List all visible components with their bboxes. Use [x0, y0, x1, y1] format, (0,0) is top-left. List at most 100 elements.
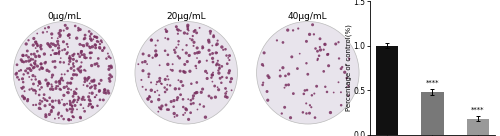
Point — [41, 62, 49, 64]
Point — [69, 54, 77, 56]
Point — [203, 72, 211, 74]
Point — [37, 63, 45, 65]
Point — [32, 43, 40, 45]
Point — [17, 69, 25, 71]
Point — [72, 73, 80, 75]
Point — [152, 83, 160, 85]
Point — [203, 60, 211, 62]
Point — [212, 44, 220, 46]
Point — [174, 55, 182, 57]
Point — [83, 57, 91, 59]
Point — [20, 61, 28, 63]
Point — [164, 38, 172, 40]
Point — [37, 44, 45, 47]
Point — [259, 82, 267, 84]
Point — [34, 45, 42, 47]
Point — [25, 60, 33, 62]
Point — [64, 88, 72, 90]
Point — [184, 33, 192, 35]
Point — [64, 51, 72, 54]
Point — [48, 100, 56, 102]
Point — [36, 68, 44, 71]
Point — [81, 81, 89, 83]
Point — [69, 101, 77, 103]
Point — [147, 81, 155, 84]
Point — [154, 98, 162, 101]
Point — [63, 103, 71, 105]
Point — [294, 27, 302, 30]
Point — [30, 53, 38, 55]
Point — [70, 58, 78, 60]
Point — [32, 63, 40, 66]
Point — [30, 83, 38, 85]
Point — [18, 60, 26, 63]
Point — [55, 32, 63, 34]
Point — [302, 102, 310, 104]
Point — [58, 115, 66, 117]
Point — [48, 83, 56, 86]
Point — [72, 92, 80, 95]
Point — [58, 99, 66, 101]
Point — [314, 50, 322, 52]
Point — [310, 92, 318, 95]
Point — [40, 53, 48, 55]
Point — [170, 100, 178, 102]
Point — [24, 98, 32, 100]
Circle shape — [14, 21, 116, 124]
Point — [170, 116, 178, 118]
Point — [154, 111, 162, 113]
Point — [87, 33, 95, 35]
Point — [184, 29, 192, 32]
Point — [78, 61, 86, 64]
Point — [208, 44, 216, 47]
Point — [70, 53, 78, 55]
Point — [105, 68, 113, 70]
Point — [216, 67, 224, 69]
Point — [82, 70, 90, 72]
Point — [145, 96, 153, 98]
Point — [56, 57, 64, 59]
Point — [219, 49, 227, 51]
Point — [29, 44, 37, 46]
Point — [184, 24, 192, 26]
Point — [68, 115, 76, 117]
Point — [96, 47, 104, 50]
Point — [185, 54, 193, 57]
Point — [308, 24, 316, 26]
Point — [24, 56, 32, 58]
Point — [162, 30, 170, 33]
Point — [65, 63, 73, 65]
Point — [22, 54, 30, 56]
Point — [90, 35, 98, 38]
Point — [51, 60, 59, 62]
Point — [74, 27, 82, 29]
Point — [302, 112, 310, 115]
Point — [138, 61, 146, 63]
Point — [146, 95, 154, 97]
Point — [166, 69, 174, 71]
Point — [37, 108, 45, 110]
Point — [205, 41, 213, 43]
Point — [86, 47, 94, 49]
Point — [52, 44, 60, 47]
Point — [48, 109, 56, 111]
Point — [48, 111, 56, 113]
Bar — [376, 46, 398, 135]
Point — [148, 39, 156, 41]
Point — [46, 88, 54, 90]
Point — [316, 46, 324, 48]
Point — [37, 48, 45, 50]
Point — [105, 65, 113, 67]
Point — [32, 104, 40, 106]
Point — [58, 73, 66, 75]
Point — [194, 108, 202, 111]
Point — [86, 57, 94, 59]
Point — [75, 69, 83, 72]
Point — [78, 98, 86, 100]
Point — [284, 73, 292, 75]
Point — [96, 47, 104, 49]
Point — [74, 52, 82, 55]
Point — [94, 41, 102, 43]
Point — [334, 41, 342, 43]
Point — [320, 49, 328, 51]
